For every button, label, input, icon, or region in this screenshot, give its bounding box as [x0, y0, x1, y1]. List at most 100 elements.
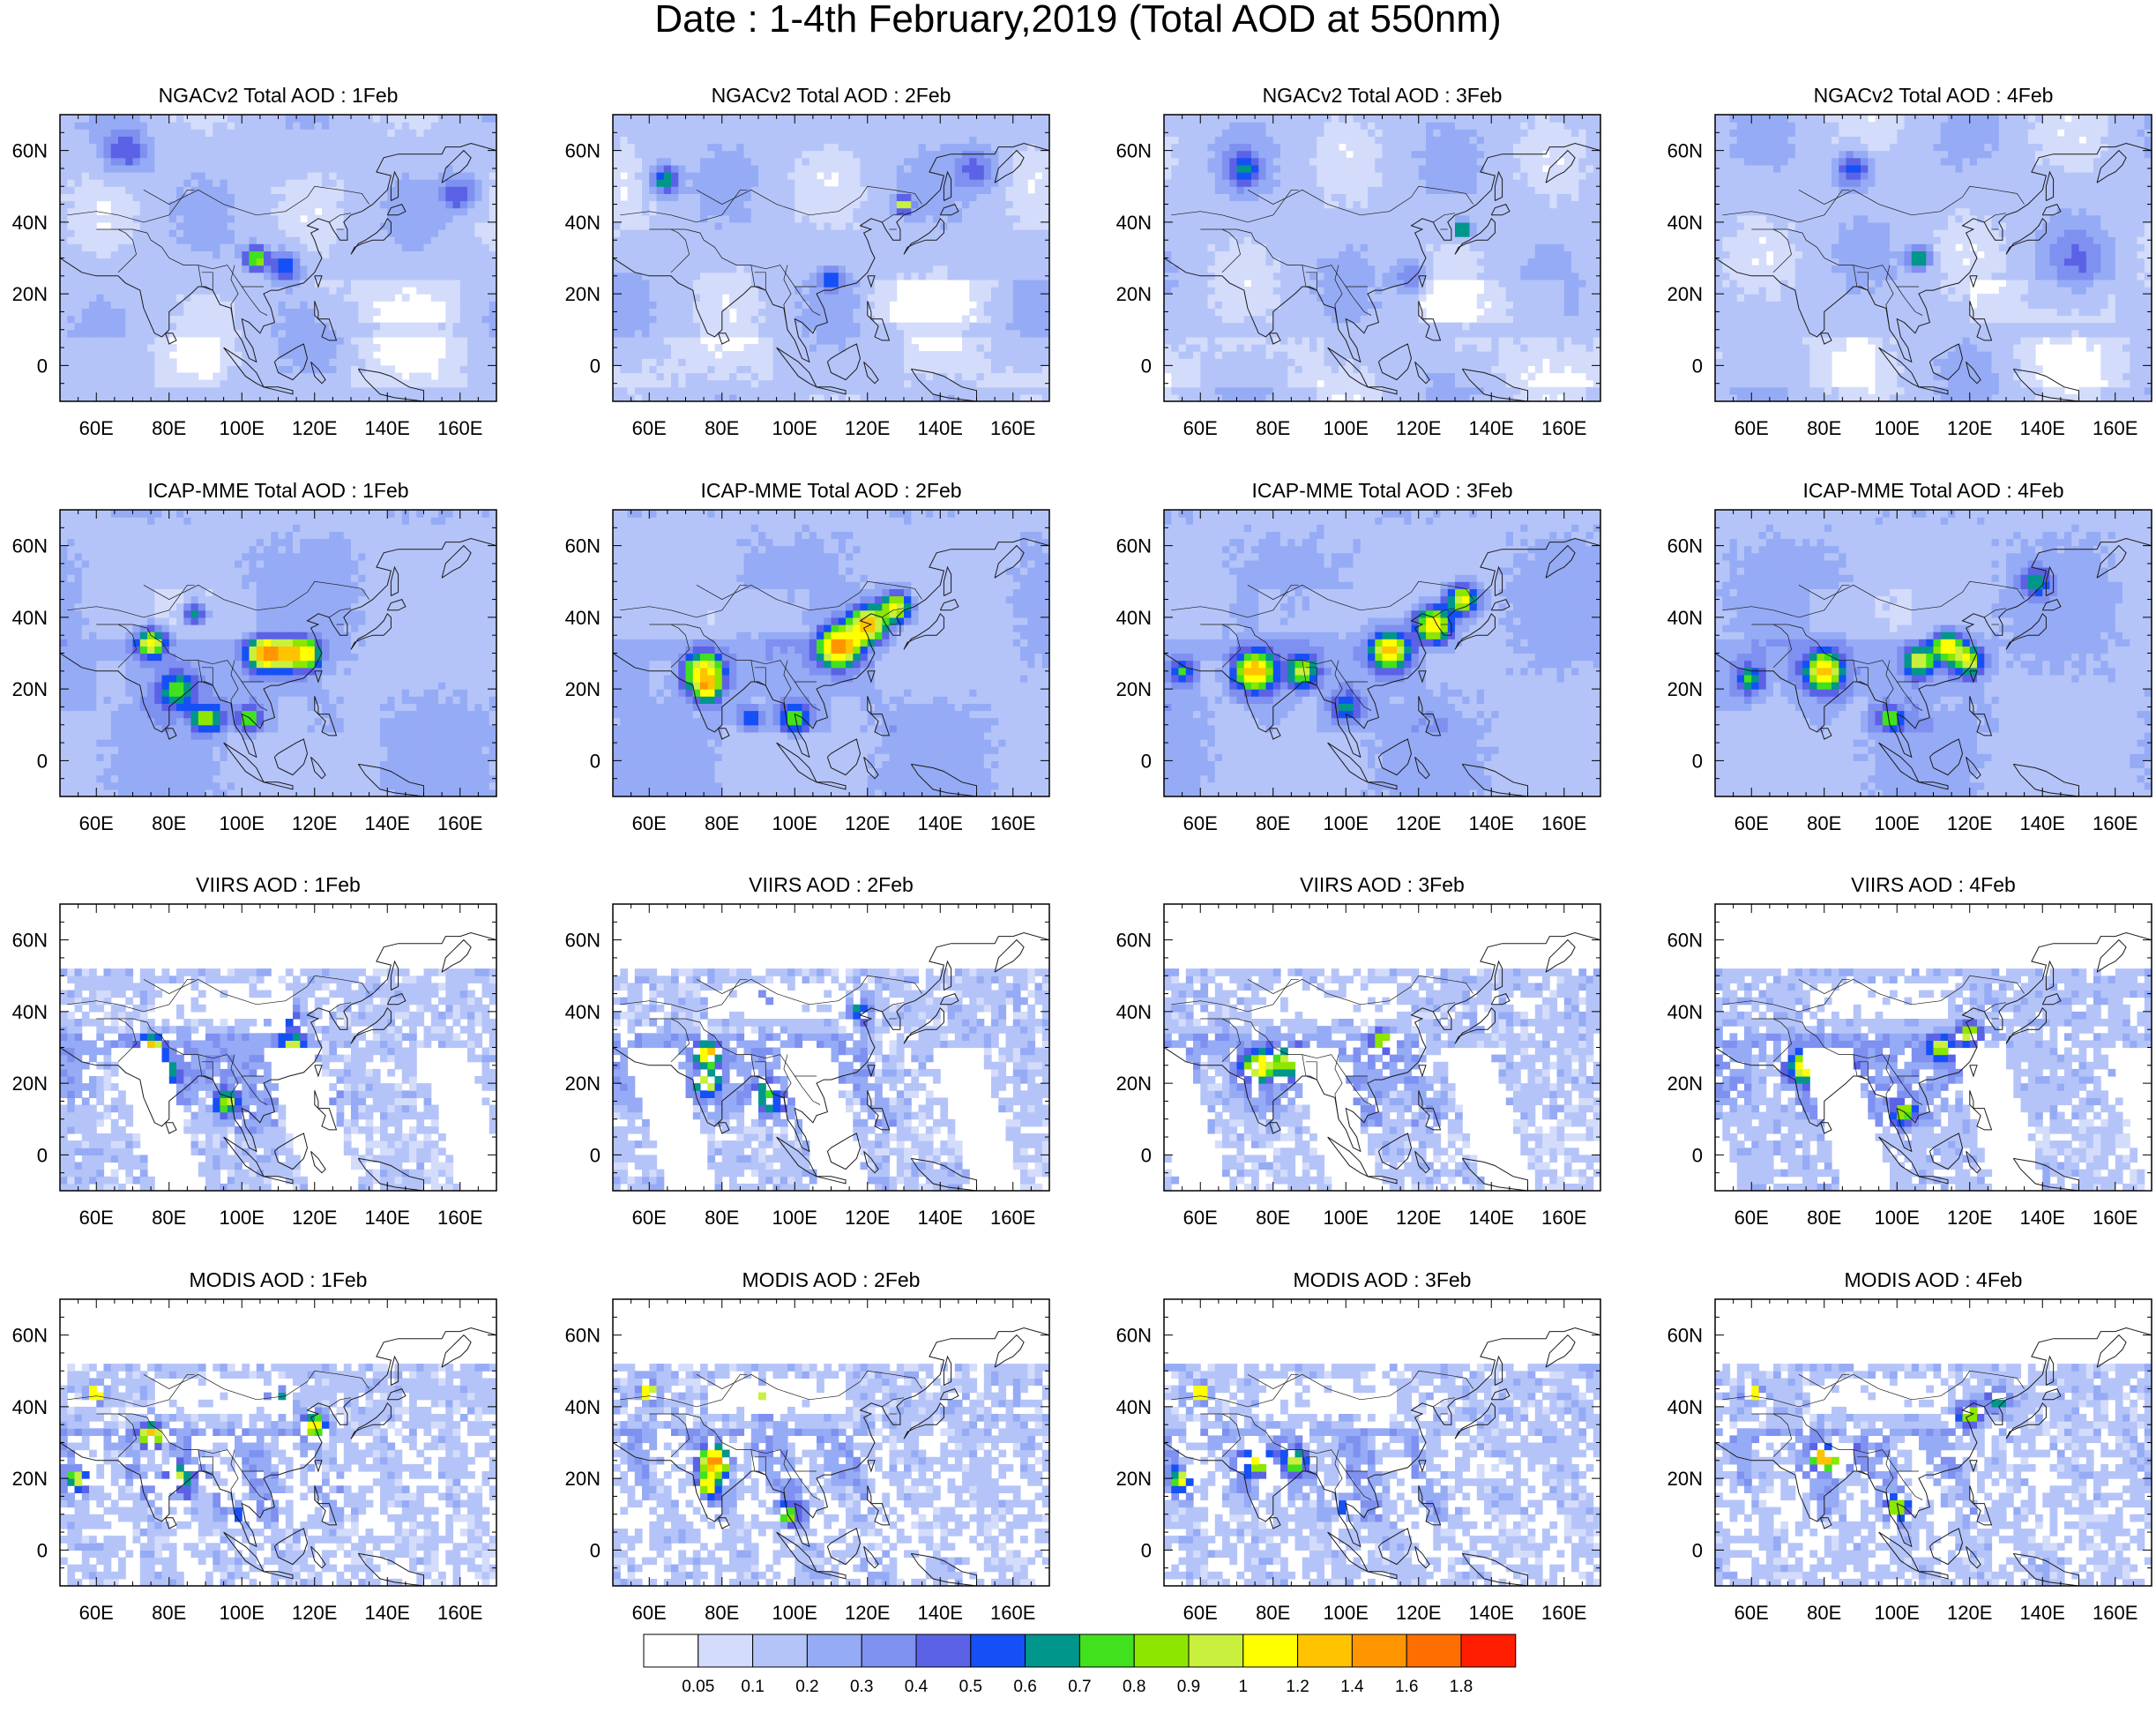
aod-cell: [663, 294, 672, 302]
aod-cell: [227, 136, 235, 145]
aod-cell: [983, 329, 992, 338]
aod-cell: [74, 315, 83, 324]
aod-cell: [1178, 351, 1187, 359]
aod-cell: [452, 200, 461, 209]
aod-cell: [154, 336, 163, 345]
aod-cell: [634, 351, 643, 359]
aod-cell: [649, 351, 658, 359]
aod-cell: [700, 186, 708, 194]
aod-cell: [1185, 258, 1194, 266]
aod-cell: [249, 164, 257, 173]
aod-cell: [962, 143, 970, 152]
aod-cell: [358, 243, 367, 251]
aod-cell: [96, 250, 105, 259]
aod-cell: [729, 157, 737, 166]
aod-cell: [481, 186, 490, 194]
aod-cell: [278, 221, 287, 230]
aod-cell: [983, 179, 992, 187]
aod-cell: [860, 200, 869, 209]
aod-cell: [365, 200, 374, 209]
aod-cell: [678, 115, 687, 123]
aod-cell: [831, 258, 839, 266]
aod-cell: [343, 322, 352, 331]
aod-cell: [438, 365, 446, 374]
aod-cell: [838, 358, 847, 366]
aod-cell: [242, 351, 250, 359]
aod-cell: [322, 115, 330, 123]
aod-cell: [278, 265, 287, 273]
aod-cell: [445, 372, 454, 381]
aod-cell: [139, 358, 148, 366]
aod-cell: [220, 258, 228, 266]
aod-cell: [1012, 365, 1021, 374]
aod-cell: [329, 258, 338, 266]
aod-cell: [983, 193, 992, 202]
aod-cell: [802, 193, 810, 202]
aod-cell: [489, 143, 496, 152]
aod-cell: [409, 179, 417, 187]
aod-cell: [1034, 200, 1043, 209]
aod-cell: [147, 229, 155, 237]
aod-cell: [1012, 351, 1021, 359]
aod-cell: [889, 250, 898, 259]
aod-cell: [394, 129, 403, 137]
aod-cell: [205, 122, 213, 130]
aod-cell: [649, 193, 658, 202]
aod-cell: [853, 221, 862, 230]
aod-cell: [853, 301, 862, 309]
aod-cell: [736, 150, 745, 159]
aod-cell: [74, 265, 83, 273]
aod-cell: [190, 272, 199, 280]
aod-cell: [627, 122, 636, 130]
aod-cell: [911, 164, 920, 173]
aod-cell: [969, 122, 978, 130]
aod-cell: [285, 372, 294, 381]
aod-cell: [358, 229, 367, 237]
aod-cell: [365, 365, 374, 374]
aod-cell: [765, 351, 774, 359]
aod-cell: [707, 243, 716, 251]
aod-cell: [962, 207, 970, 216]
aod-cell: [60, 287, 68, 295]
aod-cell: [307, 365, 316, 374]
aod-cell: [925, 172, 934, 180]
aod-cell: [264, 143, 272, 152]
aod-cell: [649, 200, 658, 209]
aod-cell: [613, 229, 621, 237]
aod-cell: [634, 301, 643, 309]
aod-cell: [969, 236, 978, 244]
aod-cell: [838, 179, 847, 187]
aod-cell: [787, 243, 795, 251]
aod-cell: [358, 372, 367, 381]
aod-cell: [678, 200, 687, 209]
aod-cell: [962, 200, 970, 209]
figure-title: Date : 1-4th February,2019 (Total AOD at…: [0, 0, 2156, 39]
aod-cell: [700, 301, 708, 309]
aod-cell: [620, 164, 629, 173]
aod-cell: [74, 336, 83, 345]
aod-cell: [962, 386, 970, 395]
aod-cell: [743, 179, 752, 187]
aod-cell: [154, 221, 163, 230]
aod-cell: [671, 386, 679, 395]
aod-cell: [227, 122, 235, 130]
aod-cell: [423, 265, 432, 273]
aod-cell: [278, 214, 287, 223]
aod-cell: [620, 336, 629, 345]
aod-cell: [940, 329, 949, 338]
aod-cell: [336, 287, 345, 295]
aod-cell: [860, 250, 869, 259]
aod-cell: [678, 322, 687, 331]
aod-cell: [81, 358, 90, 366]
aod-cell: [998, 344, 1007, 352]
aod-cell: [1171, 372, 1180, 381]
aod-cell: [343, 250, 352, 259]
aod-cell: [438, 229, 446, 237]
aod-cell: [430, 221, 439, 230]
aod-cell: [307, 221, 316, 230]
aod-cell: [795, 129, 803, 137]
aod-cell: [998, 221, 1007, 230]
aod-cell: [278, 157, 287, 166]
aod-cell: [889, 379, 898, 388]
aod-cell: [213, 214, 221, 223]
